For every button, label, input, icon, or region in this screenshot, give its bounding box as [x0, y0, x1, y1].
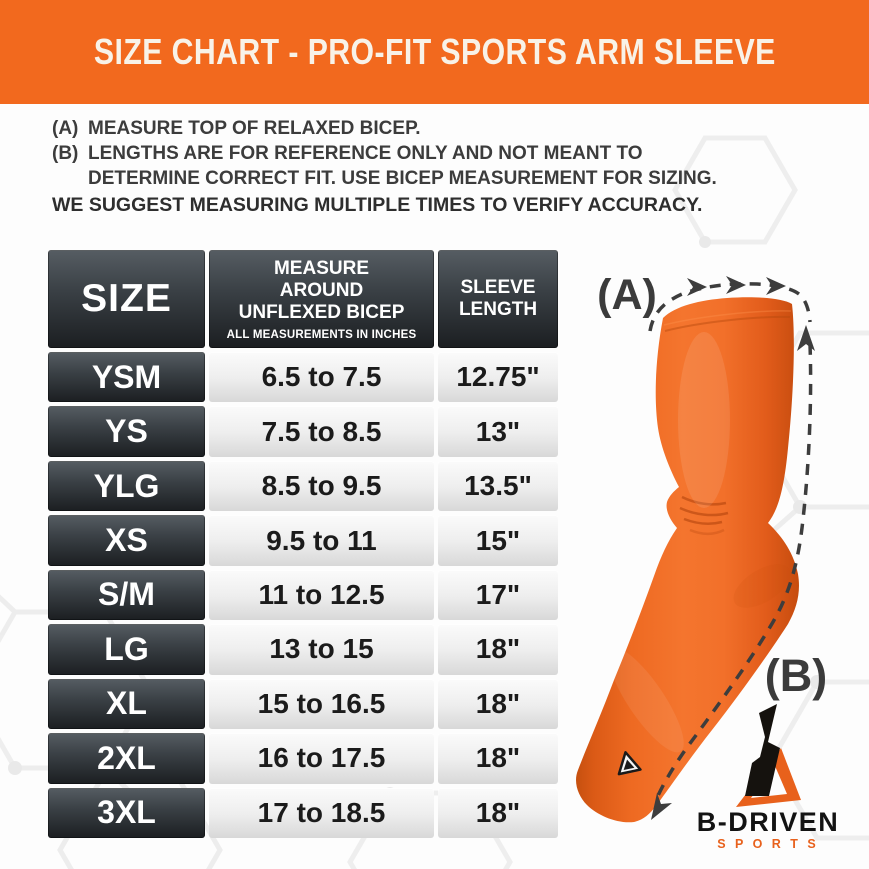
size-cell: LG [48, 624, 205, 675]
bicep-range-cell: 11 to 12.5 [209, 569, 434, 621]
arrow-right-icon [687, 278, 707, 296]
sleeve-length-cell: 13.5" [438, 460, 558, 512]
forearm-highlight [608, 647, 684, 753]
note-a-text: MEASURE TOP OF RELAXED BICEP. [88, 118, 421, 139]
bicep-range-cell: 13 to 15 [209, 624, 434, 675]
sleeve-hem-highlight [663, 310, 792, 326]
page-title: SIZE CHART - PRO-FIT SPORTS ARM SLEEVE [93, 31, 776, 72]
label-a: (A) [597, 271, 657, 319]
size-cell: 3XL [48, 787, 205, 838]
arrow-down-left-icon [651, 793, 672, 820]
elbow-shade [733, 564, 791, 608]
size-cell: XS [48, 515, 205, 566]
arrow-up-icon [797, 325, 815, 351]
bicep-range-cell: 6.5 to 7.5 [209, 352, 434, 403]
header-bicep-title: MEASURE AROUND UNFLEXED BICEP [238, 257, 405, 323]
logo-subtitle: S P O R T S [717, 837, 819, 851]
logo-name: B-DRIVEN [697, 807, 840, 837]
bicep-range-cell: 8.5 to 9.5 [209, 460, 434, 512]
header-bicep: MEASURE AROUND UNFLEXED BICEP ALL MEASUR… [209, 250, 434, 348]
note-b-prefix: (B) [52, 143, 79, 164]
arrowheads [651, 276, 815, 820]
header-bicep-note: ALL MEASUREMENTS IN INCHES [226, 328, 417, 341]
label-b: (B) [765, 650, 827, 701]
measure-a-arrow [648, 282, 812, 332]
arrow-right-icon [726, 276, 746, 294]
sleeve-highlight [678, 332, 730, 508]
note-a: (A) MEASURE TOP OF RELAXED BICEP. [52, 116, 772, 141]
sleeve-graphic [576, 297, 799, 823]
sleeve-length-cell: 18" [438, 678, 558, 730]
header-size: SIZE [48, 250, 205, 348]
sleeve-hem-seam [664, 315, 791, 332]
sleeve-length-cell: 18" [438, 787, 558, 838]
logo-mark-icon [736, 704, 801, 807]
size-cell: S/M [48, 569, 205, 621]
size-cell: XL [48, 678, 205, 730]
elbow-wrinkle-soft [689, 528, 725, 535]
note-b: (B) LENGTHS ARE FOR REFERENCE ONLY AND N… [52, 141, 772, 191]
sleeve-length-cell: 18" [438, 624, 558, 675]
measurement-notes: (A) MEASURE TOP OF RELAXED BICEP. (B) LE… [52, 116, 772, 218]
size-cell: YLG [48, 460, 205, 512]
bicep-range-cell: 16 to 17.5 [209, 733, 434, 784]
bicep-range-cell: 15 to 16.5 [209, 678, 434, 730]
sleeve-length-cell: 15" [438, 515, 558, 566]
title-banner: SIZE CHART - PRO-FIT SPORTS ARM SLEEVE [0, 0, 869, 104]
size-cell: 2XL [48, 733, 205, 784]
note-accuracy: WE SUGGEST MEASURING MULTIPLE TIMES TO V… [52, 194, 703, 216]
sleeve-length-cell: 13" [438, 406, 558, 457]
sleeve-brand-patch-icon [617, 751, 642, 776]
sleeve-length-cell: 18" [438, 733, 558, 784]
bicep-range-cell: 17 to 18.5 [209, 787, 434, 838]
arrow-right-icon [766, 277, 786, 295]
sleeve-length-cell: 17" [438, 569, 558, 621]
brand-logo: B-DRIVEN S P O R T S [697, 704, 840, 851]
sleeve-length-cell: 12.75" [438, 352, 558, 403]
note-b-text: LENGTHS ARE FOR REFERENCE ONLY AND NOT M… [88, 143, 717, 189]
header-sleeve-length: SLEEVE LENGTH [438, 250, 558, 348]
measure-b-line [654, 343, 813, 801]
size-cell: YS [48, 406, 205, 457]
size-cell: YSM [48, 352, 205, 403]
bicep-range-cell: 7.5 to 8.5 [209, 406, 434, 457]
size-table: SIZE MEASURE AROUND UNFLEXED BICEP ALL M… [48, 250, 558, 838]
arm-sleeve-illustration: (A) (B) B-DRIVEN S P O R T S [576, 271, 840, 851]
bicep-range-cell: 9.5 to 11 [209, 515, 434, 566]
elbow-wrinkles [679, 495, 729, 525]
note-a-prefix: (A) [52, 118, 79, 139]
